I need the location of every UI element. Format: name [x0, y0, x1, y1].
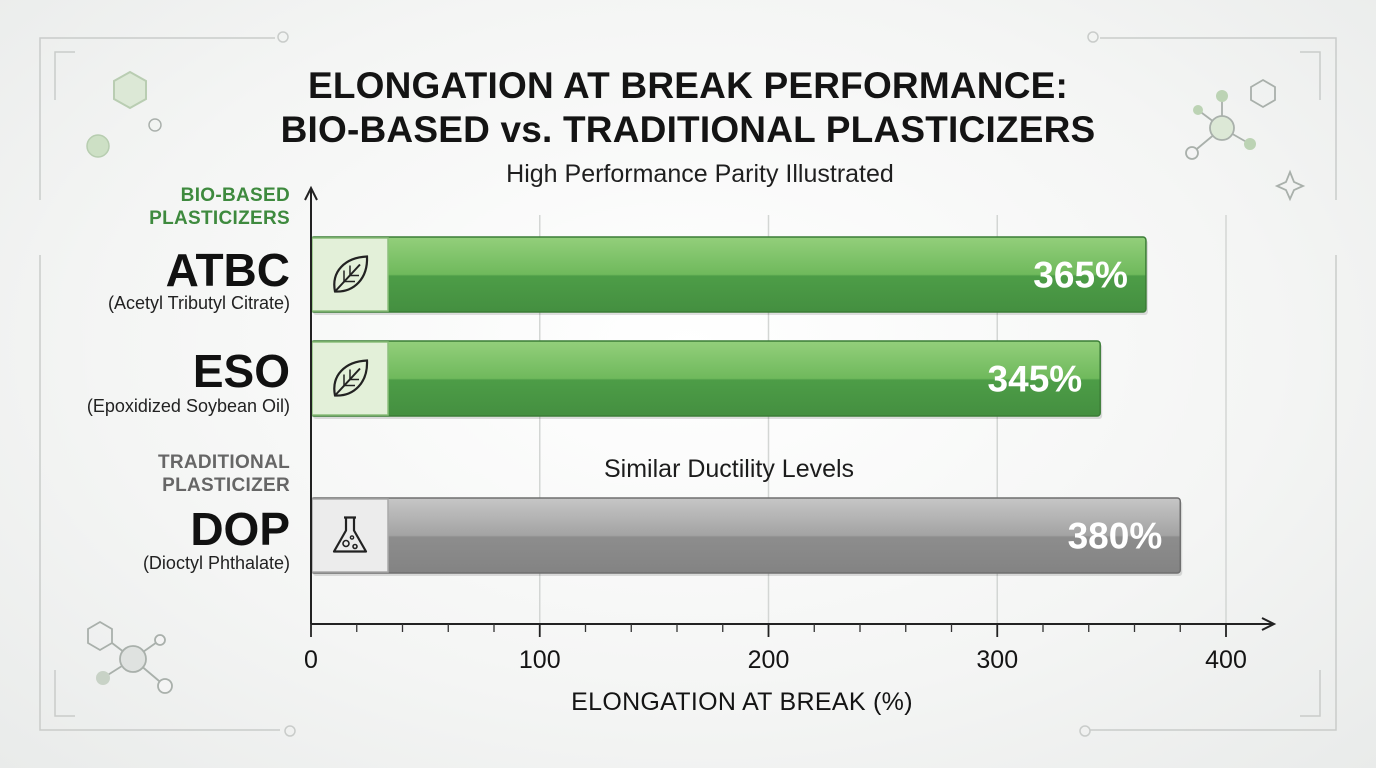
bar-fill — [310, 340, 1101, 417]
molecule-decoration-icon — [87, 620, 173, 694]
category-fullname-atbc: (Acetyl Tributyl Citrate) — [107, 293, 290, 313]
molecule-decoration-icon — [1185, 78, 1306, 202]
x-tick-label: 200 — [748, 646, 790, 674]
annotation-similar-ductility: Similar Ductility Levels — [604, 455, 855, 483]
category-label-eso: ESO — [192, 345, 290, 397]
bar-eso: 345% — [310, 340, 1103, 419]
bar-atbc: 365% — [310, 236, 1148, 315]
bar-value-label: 380% — [1068, 516, 1163, 557]
bar-dop: 380% — [310, 497, 1183, 576]
leaf-icon — [333, 255, 369, 293]
chart-title-line2: BIO-BASED vs. TRADITIONAL PLASTICIZERS — [280, 109, 1096, 150]
category-fullname-dop: (Dioctyl Phthalate) — [142, 553, 290, 573]
category-label-dop: DOP — [190, 503, 290, 555]
x-tick-label: 400 — [1205, 646, 1247, 674]
category-fullname-eso: (Epoxidized Soybean Oil) — [86, 396, 290, 416]
x-tick-label: 100 — [519, 646, 561, 674]
leaf-icon — [333, 359, 369, 397]
x-axis-arrow — [1261, 617, 1277, 631]
group-label-traditional: TRADITIONAL PLASTICIZER — [157, 452, 290, 496]
bars: 365% 345% 380% — [310, 236, 1183, 576]
bar-icon-tile — [311, 498, 389, 573]
x-tick-label: 300 — [976, 646, 1018, 674]
x-ticks: 0 100 200 300 400 — [304, 624, 1247, 674]
group-label-bio-based: BIO-BASED PLASTICIZERS — [149, 185, 290, 229]
flask-icon — [332, 516, 368, 553]
y-axis-arrow — [304, 185, 318, 201]
axes — [304, 185, 1277, 631]
bar-fill — [310, 236, 1147, 313]
molecule-decoration-icon — [86, 70, 162, 158]
chart-title-line1: ELONGATION AT BREAK PERFORMANCE: — [307, 65, 1069, 106]
bar-value-label: 345% — [988, 359, 1083, 400]
x-tick-label: 0 — [304, 646, 318, 674]
bar-value-label: 365% — [1033, 255, 1128, 296]
chart-subtitle: High Performance Parity Illustrated — [506, 160, 894, 188]
category-label-atbc: ATBC — [165, 244, 290, 296]
bar-fill — [310, 497, 1181, 574]
x-axis-label: ELONGATION AT BREAK (%) — [571, 688, 913, 716]
